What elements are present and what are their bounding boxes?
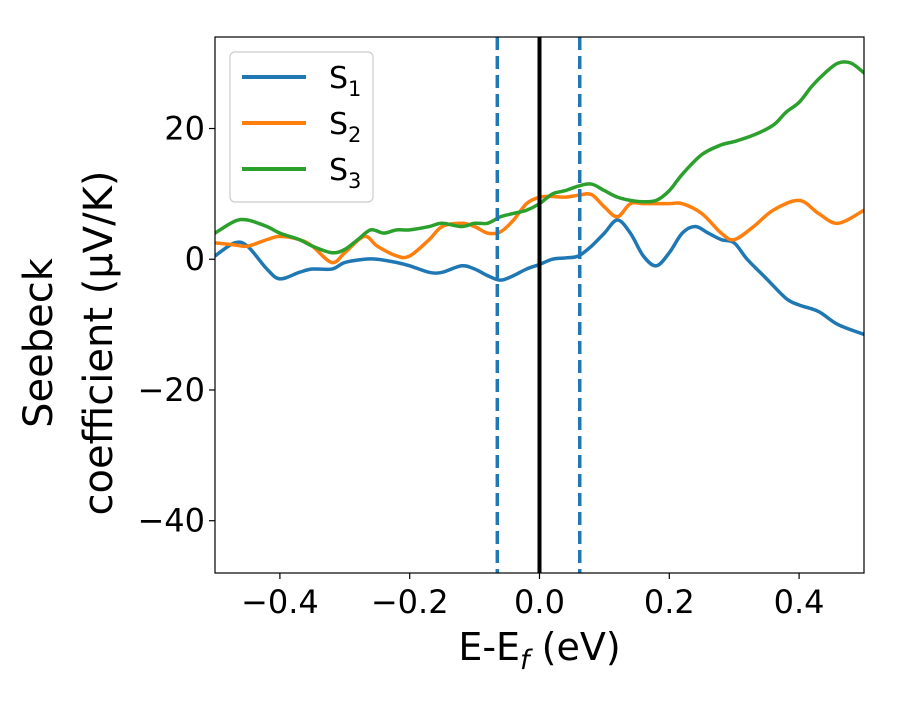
x-tick-label: 0.2 [644, 583, 695, 621]
x-tick-label: 0.4 [774, 583, 825, 621]
y-axis-ticks: −40 −20 0 20 [137, 110, 215, 540]
x-tick-label: −0.2 [371, 583, 449, 621]
series-line-s3 [215, 60, 864, 255]
y-tick-label: −40 [137, 502, 205, 540]
x-axis-label: E-Ef (eV) [458, 625, 620, 676]
vline-layer [495, 37, 582, 573]
series-line-s2 [215, 191, 864, 265]
y-axis-label: Seebeck coefficient (μV/K) [16, 171, 122, 516]
x-axis-title: E-Ef (eV) [458, 625, 620, 676]
legend-box [229, 51, 374, 203]
y-tick-label: −20 [137, 371, 205, 409]
x-axis-ticks: −0.4 −0.2 0.0 0.2 0.4 [241, 573, 825, 621]
x-tick-label: −0.4 [241, 583, 319, 621]
y-tick-label: 0 [185, 240, 205, 278]
y-axis-title-line-2: coefficient (μV/K) [76, 171, 122, 516]
series-layer [215, 60, 864, 337]
y-tick-label: 20 [164, 110, 205, 148]
series-line-s1 [215, 218, 864, 337]
x-tick-label: 0.0 [514, 583, 565, 621]
y-axis-title-line-1: Seebeck [16, 257, 62, 428]
